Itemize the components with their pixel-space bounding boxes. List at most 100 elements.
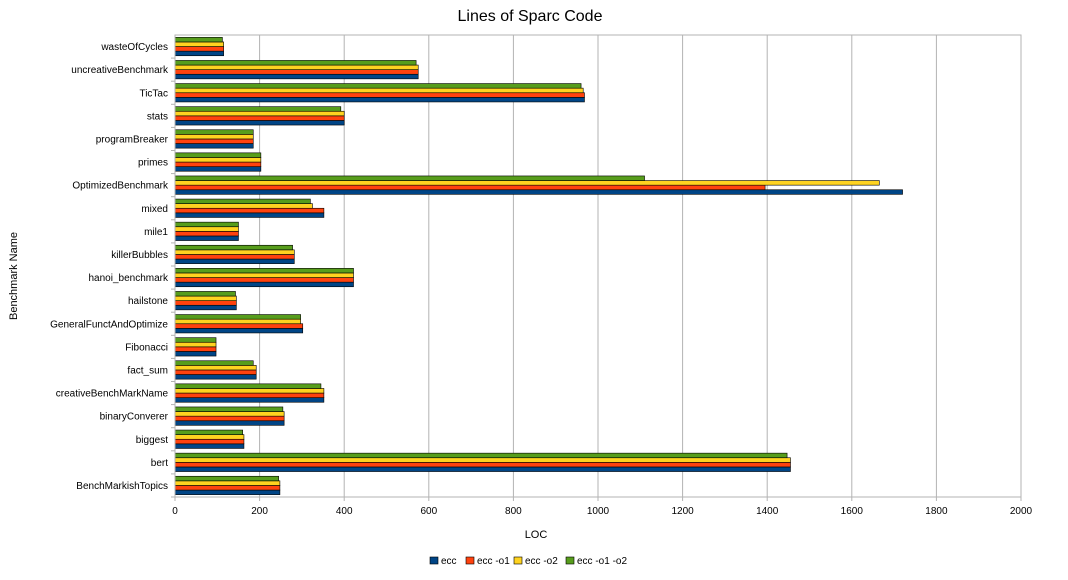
legend-label: ecc: [441, 556, 457, 567]
bar: [174, 323, 304, 329]
x-tick-label: 200: [251, 506, 268, 517]
bar: [174, 143, 254, 149]
bar: [174, 295, 237, 301]
bar: [174, 115, 345, 121]
bar: [174, 462, 791, 468]
bar: [174, 392, 325, 398]
bar: [174, 37, 223, 43]
x-tick-labels: 0 200 400 600 800 1000 1200 1400 1600 1800 2000: [172, 506, 1032, 517]
legend-swatch: [513, 556, 523, 565]
bar: [174, 374, 257, 380]
legend-label: ecc -o1: [477, 556, 510, 567]
bar: [174, 138, 254, 144]
bar: [174, 129, 254, 135]
bar: [174, 291, 236, 297]
bar: [174, 249, 295, 255]
bar: [174, 83, 582, 89]
bar: [174, 166, 262, 172]
x-tick-label: 1600: [841, 506, 864, 517]
plot-frame: [174, 34, 1022, 498]
bar: [174, 369, 257, 375]
bar: [174, 231, 239, 237]
x-tick-label: 1400: [756, 506, 779, 517]
y-tick-label: wasteOfCycles: [100, 42, 168, 53]
y-tick-label: mile1: [144, 227, 168, 238]
bar: [174, 221, 239, 228]
legend: ecc ecc -o1 ecc -o2 ecc -o1 -o2: [429, 556, 627, 567]
y-tick-label: GeneralFunctAndOptimize: [50, 319, 168, 330]
bar: [174, 480, 281, 486]
bar: [174, 365, 257, 371]
bar: [174, 110, 345, 117]
y-axis-label: Benchmark Name: [8, 232, 20, 320]
bar: [174, 318, 301, 325]
legend-swatch: [429, 556, 439, 565]
bar: [174, 207, 325, 214]
bar: [174, 60, 417, 66]
legend-swatch: [465, 556, 475, 565]
bar: [174, 64, 419, 70]
bar: [174, 268, 354, 274]
bar: [174, 300, 237, 306]
bar: [174, 120, 345, 126]
y-tick-label: bert: [151, 458, 168, 469]
bar: [174, 41, 224, 47]
y-tick-label: biggest: [136, 435, 168, 446]
bar: [174, 485, 281, 491]
bar: [174, 235, 239, 241]
bar: [174, 50, 224, 57]
bar: [174, 87, 584, 94]
y-tick-label: hanoi_benchmark: [89, 273, 169, 284]
bar: [174, 226, 239, 232]
y-tick-label: OptimizedBenchmark: [72, 181, 169, 192]
bar: [174, 254, 295, 260]
x-tick-label: 400: [336, 506, 353, 517]
bar: [174, 383, 322, 389]
bar: [174, 184, 766, 191]
y-tick-label: killerBubbles: [111, 250, 168, 261]
x-tick-label: 2000: [1010, 506, 1033, 517]
x-tick-label: 800: [505, 506, 522, 517]
bar: [174, 341, 217, 348]
bar: [174, 475, 279, 482]
bar: [174, 429, 243, 435]
bar: [174, 272, 354, 278]
y-tick-labels: BenchMarkishTopics bert biggest binaryConve…: [50, 42, 169, 492]
bar: [174, 189, 903, 195]
bar: [174, 397, 325, 403]
bar: [174, 457, 791, 463]
bar: [174, 406, 284, 412]
bar: [174, 92, 585, 98]
bar: [174, 73, 419, 80]
bar: [174, 157, 262, 163]
bar: [174, 175, 645, 181]
bars: [174, 37, 903, 495]
y-tick-label: primes: [138, 158, 168, 169]
bar: [174, 466, 791, 472]
bar: [174, 415, 285, 422]
y-tick-label: TicTac: [139, 88, 168, 99]
bar: [174, 452, 788, 459]
bar: [174, 438, 245, 445]
bar: [174, 244, 293, 251]
bar: [174, 203, 313, 209]
y-tick-label: stats: [147, 111, 168, 122]
bar: [174, 134, 254, 140]
y-tick-label: binaryConverer: [100, 412, 169, 423]
bar: [174, 434, 245, 440]
bar: [174, 46, 224, 52]
y-tick-label: programBreaker: [96, 134, 169, 145]
bar: [174, 388, 325, 394]
legend-swatch: [565, 556, 575, 565]
bar: [174, 97, 585, 103]
bar: [174, 489, 281, 495]
y-tick-label: Fibonacci: [125, 342, 168, 353]
bar: [174, 304, 237, 311]
bar: [174, 360, 254, 366]
y-tick-label: mixed: [141, 204, 168, 215]
bar: [174, 198, 311, 204]
x-tick-label: 1200: [671, 506, 694, 517]
y-tick-label: BenchMarkishTopics: [76, 481, 168, 492]
bar: [174, 161, 262, 167]
bar: [174, 277, 354, 283]
